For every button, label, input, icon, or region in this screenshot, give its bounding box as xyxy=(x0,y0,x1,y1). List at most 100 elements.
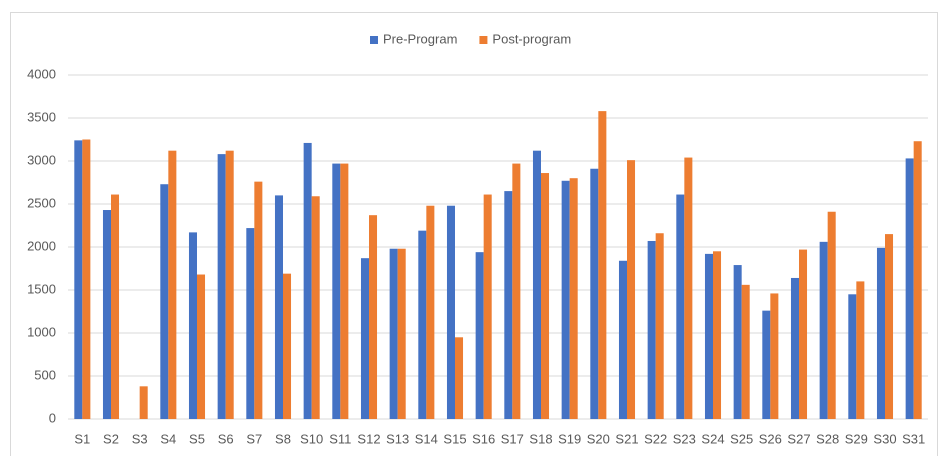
x-tick-label: S25 xyxy=(730,431,753,446)
x-tick-label: S13 xyxy=(386,431,409,446)
bar xyxy=(856,281,865,419)
bar xyxy=(217,154,226,419)
x-tick-label: S21 xyxy=(615,431,638,446)
x-tick-label: S22 xyxy=(644,431,667,446)
bar xyxy=(770,293,779,419)
x-tick-label: S5 xyxy=(189,431,205,446)
bar xyxy=(303,142,312,419)
bar xyxy=(475,252,484,419)
bar xyxy=(713,251,722,419)
bar xyxy=(102,210,111,419)
x-tick-label: S23 xyxy=(673,431,696,446)
y-tick-label: 500 xyxy=(34,367,56,382)
bar xyxy=(762,310,771,419)
bar xyxy=(913,141,922,419)
bar xyxy=(340,163,349,419)
bar xyxy=(82,139,91,419)
bar xyxy=(590,168,599,419)
x-tick-label: S24 xyxy=(701,431,724,446)
y-tick-label: 2000 xyxy=(27,238,56,253)
bar xyxy=(676,194,685,419)
bar xyxy=(655,233,664,419)
bar xyxy=(799,249,808,419)
bar xyxy=(512,163,521,419)
legend-label: Pre-Program xyxy=(383,31,457,46)
bar xyxy=(369,215,378,419)
bar xyxy=(819,241,828,419)
x-tick-label: S12 xyxy=(357,431,380,446)
bar xyxy=(254,181,263,419)
bar xyxy=(790,277,799,419)
bar xyxy=(598,111,607,420)
y-tick-label: 3000 xyxy=(27,152,56,167)
y-tick-label: 1500 xyxy=(27,281,56,296)
bar xyxy=(139,386,148,419)
bar xyxy=(741,284,750,419)
bar xyxy=(618,260,627,419)
y-tick-label: 2500 xyxy=(27,195,56,210)
x-tick-label: S16 xyxy=(472,431,495,446)
x-tick-label: S3 xyxy=(132,431,148,446)
bar xyxy=(885,234,894,419)
bar xyxy=(541,173,550,419)
bar xyxy=(283,273,292,419)
x-tick-label: S20 xyxy=(587,431,610,446)
bar xyxy=(332,163,341,419)
bar xyxy=(225,150,234,419)
bar xyxy=(483,194,492,419)
bar xyxy=(684,157,693,419)
bar xyxy=(397,248,406,419)
y-tick-label: 1000 xyxy=(27,324,56,339)
x-tick-label: S10 xyxy=(300,431,323,446)
bar xyxy=(274,195,283,419)
bar xyxy=(905,158,914,420)
bar xyxy=(197,274,206,419)
bar xyxy=(160,184,169,419)
x-tick-label: S15 xyxy=(443,431,466,446)
bar xyxy=(704,253,713,419)
bar xyxy=(360,258,369,419)
x-tick-label: S11 xyxy=(329,431,351,446)
bar xyxy=(418,230,427,419)
bar xyxy=(246,228,255,419)
x-tick-label: S19 xyxy=(558,431,581,446)
y-tick-label: 0 xyxy=(49,410,56,425)
x-tick-label: S26 xyxy=(759,431,782,446)
bar xyxy=(389,248,398,419)
legend-swatch xyxy=(479,36,488,44)
x-tick-label: S2 xyxy=(103,431,119,446)
bar xyxy=(311,196,320,419)
bar xyxy=(168,150,177,419)
y-tick-label: 3500 xyxy=(27,109,56,124)
bar xyxy=(504,191,513,419)
y-tick-label: 4000 xyxy=(27,66,56,81)
x-tick-label: S8 xyxy=(275,431,291,446)
x-tick-label: S7 xyxy=(246,431,262,446)
x-tick-label: S29 xyxy=(845,431,868,446)
bar xyxy=(426,205,435,419)
x-tick-label: S18 xyxy=(529,431,552,446)
bar xyxy=(455,337,464,419)
bar xyxy=(532,150,541,419)
bar xyxy=(848,294,857,419)
legend-label: Post-program xyxy=(492,31,571,46)
x-tick-label: S1 xyxy=(74,431,90,446)
bar xyxy=(827,211,836,419)
x-tick-label: S17 xyxy=(501,431,524,446)
x-tick-label: S30 xyxy=(873,431,896,446)
bar xyxy=(647,240,656,419)
x-tick-label: S6 xyxy=(218,431,234,446)
bar xyxy=(733,265,742,419)
x-tick-label: S28 xyxy=(816,431,839,446)
legend-swatch xyxy=(370,36,378,44)
bar xyxy=(569,178,578,419)
x-tick-label: S14 xyxy=(415,431,438,446)
bar xyxy=(561,180,570,419)
x-tick-label: S31 xyxy=(902,431,925,446)
bar xyxy=(446,205,455,419)
bar xyxy=(876,247,885,419)
bar xyxy=(74,140,83,420)
x-tick-label: S27 xyxy=(787,431,810,446)
